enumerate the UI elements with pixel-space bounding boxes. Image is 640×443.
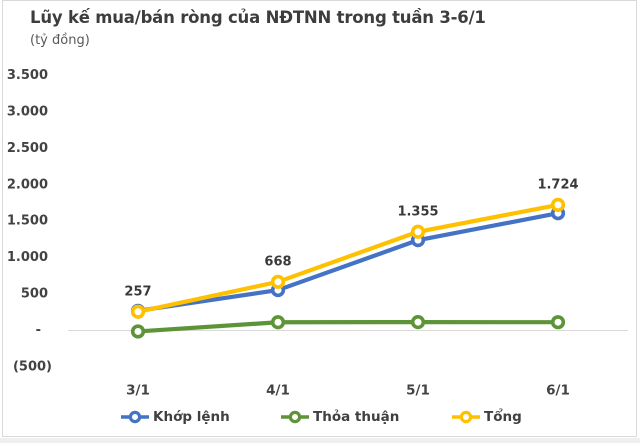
- legend-item-tong: Tổng: [451, 405, 522, 429]
- data-point-marker-tong: [410, 224, 426, 239]
- series-line-thoa-thuan: [135, 320, 561, 334]
- data-point-marker-thoa-thuan: [270, 315, 286, 330]
- data-point-marker-tong: [550, 197, 566, 212]
- legend-label: Tổng: [484, 409, 522, 425]
- y-axis-tick-label: (500): [13, 359, 52, 374]
- x-axis-tick-label: 6/1: [546, 383, 570, 399]
- chart-subtitle: (tỷ đồng): [30, 33, 90, 48]
- x-axis-tick-label: 3/1: [126, 383, 150, 399]
- data-point-marker-tong: [130, 304, 146, 319]
- page-background-strip: [0, 438, 640, 443]
- x-axis-tick-label: 5/1: [406, 383, 430, 399]
- y-axis-tick-label: 3.000: [7, 104, 48, 119]
- chart-title: Lũy kế mua/bán ròng của NĐTNN trong tuần…: [30, 8, 486, 27]
- data-point-label-tong: 1.355: [397, 204, 438, 219]
- data-point-label-tong: 1.724: [537, 177, 578, 192]
- legend-label: Khớp lệnh: [153, 409, 230, 425]
- y-axis-tick-label: 1.000: [7, 250, 48, 265]
- data-point-marker-thoa-thuan: [130, 324, 146, 339]
- y-axis-tick-label: 500: [21, 287, 48, 302]
- y-axis-tick-label: 2.000: [7, 177, 48, 192]
- legend-marker-icon: [121, 410, 149, 424]
- y-axis-tick-label: 2.500: [7, 141, 48, 156]
- legend-marker-icon: [281, 410, 309, 424]
- legend-item-thoa-thuan: Thỏa thuận: [280, 405, 399, 429]
- legend-marker-icon: [452, 410, 480, 424]
- chart-legend: Khớp lệnh Thỏa thuận Tổng: [0, 405, 640, 431]
- data-point-marker-thoa-thuan: [410, 315, 426, 330]
- data-point-marker-tong: [270, 274, 286, 289]
- x-axis-tick-label: 4/1: [266, 383, 290, 399]
- y-axis-tick-label: 1.500: [7, 214, 48, 229]
- y-axis-tick-label: 3.500: [7, 68, 48, 83]
- series-line-khop-lenh: [135, 211, 561, 313]
- data-point-label-tong: 257: [124, 284, 151, 299]
- y-axis-tick-label: -: [36, 323, 41, 338]
- data-point-label-tong: 668: [264, 254, 291, 269]
- legend-item-khop-lenh: Khớp lệnh: [120, 405, 230, 429]
- legend-label: Thỏa thuận: [313, 409, 400, 425]
- series-line-tong: [135, 202, 561, 314]
- data-point-marker-thoa-thuan: [550, 315, 566, 330]
